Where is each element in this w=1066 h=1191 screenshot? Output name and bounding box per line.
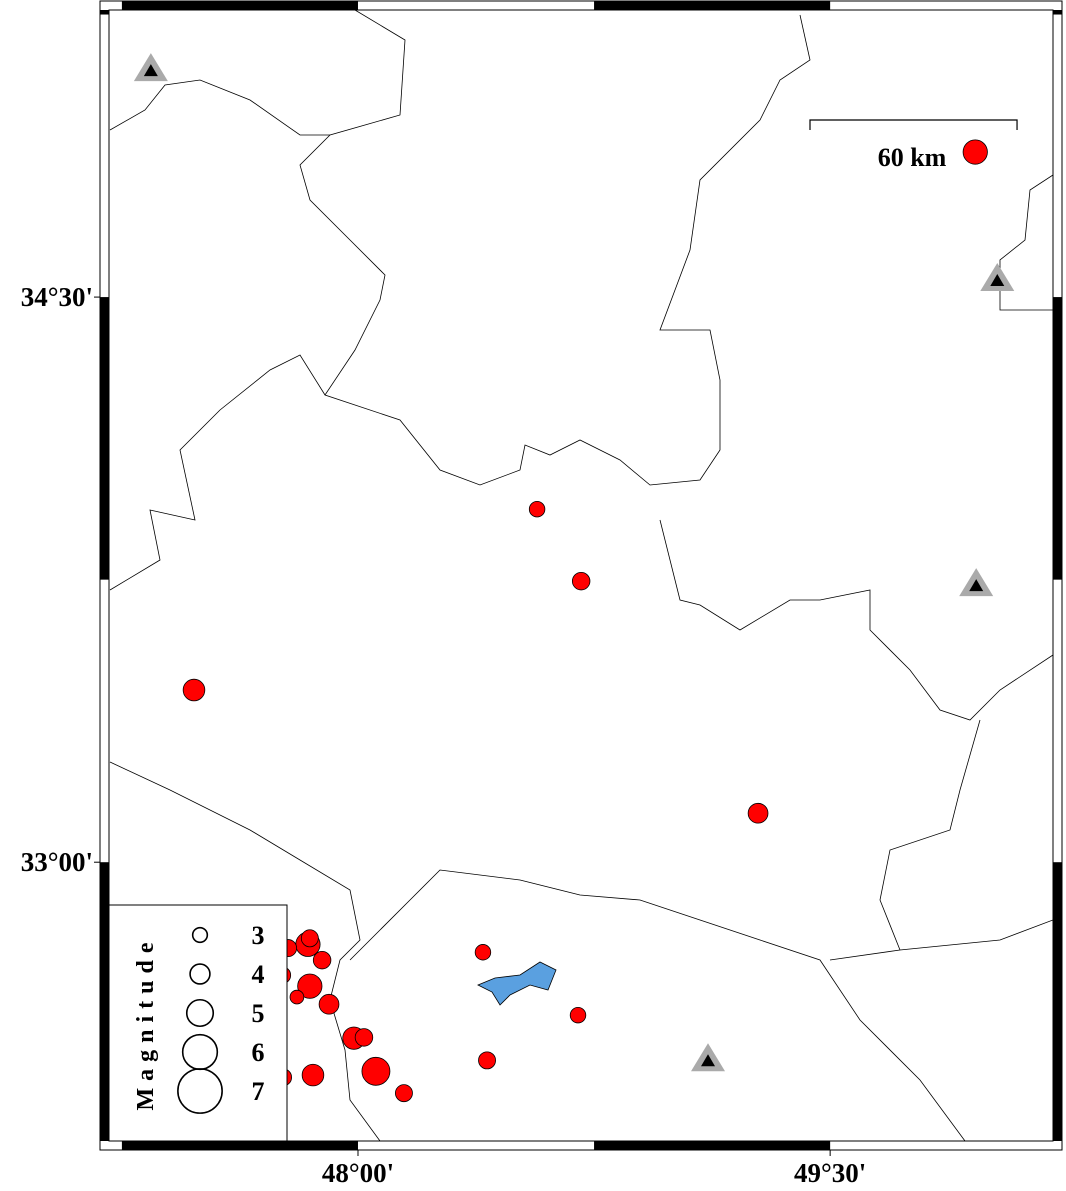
legend-label: 5 — [252, 999, 265, 1028]
event — [312, 950, 332, 970]
legend-circle — [189, 963, 211, 985]
event — [297, 973, 323, 999]
event — [395, 1084, 413, 1103]
event — [571, 571, 591, 591]
border — [999, 174, 1053, 311]
station-inner — [143, 64, 158, 77]
event — [289, 989, 305, 1005]
borders — [109, 10, 1053, 1141]
border — [659, 519, 1053, 721]
y-tick-label: 33°00' — [21, 847, 93, 877]
border — [109, 761, 381, 1141]
frame-bar — [594, 1141, 831, 1150]
x-tick-label: 48°00' — [322, 1158, 394, 1188]
event — [474, 944, 492, 961]
event — [318, 993, 340, 1015]
frame-bar — [594, 1, 831, 10]
frame-bar — [100, 862, 109, 1141]
frame-bar — [100, 10, 109, 15]
station — [133, 53, 168, 82]
station-inner — [990, 273, 1005, 286]
frame: 48°00' 49°30' 33°00' 34°30' — [21, 0, 1063, 1188]
frame-bar — [121, 1141, 358, 1150]
legend-circle — [191, 926, 209, 944]
station — [959, 568, 994, 597]
border — [109, 79, 330, 136]
legend-label: 3 — [252, 921, 265, 950]
legend-title: Magnitude — [133, 935, 159, 1110]
frame-bar — [1053, 297, 1062, 580]
border — [109, 14, 811, 591]
legend-label: 4 — [252, 960, 265, 989]
scale-label: 60 km — [878, 143, 947, 172]
frame-bar — [1053, 862, 1062, 1141]
x-tick-label: 49°30' — [794, 1158, 866, 1188]
event — [301, 1063, 325, 1087]
legend-box — [108, 904, 288, 1142]
border — [299, 10, 406, 396]
lake — [477, 961, 557, 1006]
border — [879, 719, 981, 951]
border — [349, 869, 966, 1141]
scale-bar — [809, 119, 1018, 131]
legend-label: 7 — [252, 1077, 265, 1106]
event — [569, 1006, 587, 1024]
station — [980, 262, 1015, 291]
station-inner — [969, 579, 984, 592]
event — [182, 678, 206, 702]
legend-label: 6 — [252, 1038, 265, 1067]
event — [361, 1056, 391, 1086]
y-tick-label: 34°30' — [21, 282, 93, 312]
event — [747, 802, 769, 824]
frame-bar — [1053, 10, 1062, 15]
event — [354, 1028, 374, 1047]
event — [478, 1051, 496, 1070]
station — [691, 1043, 726, 1072]
legend-circle — [177, 1068, 223, 1114]
frame-bar — [100, 297, 109, 580]
legend-circle — [185, 998, 215, 1028]
station-inner — [701, 1054, 716, 1067]
event — [962, 139, 988, 165]
legend: Magnitude 3 4 5 6 7 — [108, 904, 288, 1142]
event — [300, 929, 319, 948]
border — [829, 919, 1053, 961]
frame-bar — [121, 1, 358, 10]
event — [528, 501, 546, 518]
